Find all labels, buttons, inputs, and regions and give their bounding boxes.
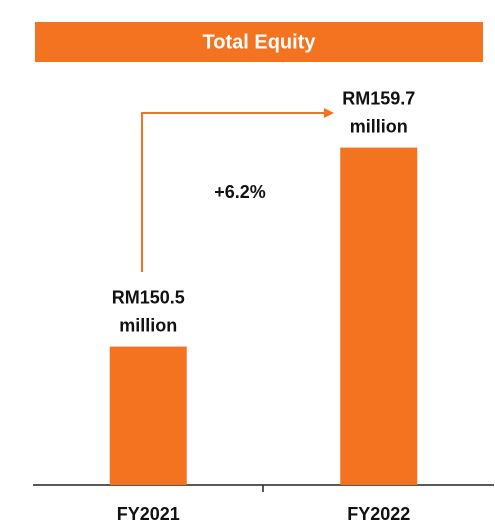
value-label-line: million bbox=[350, 116, 408, 136]
title-banner bbox=[35, 22, 483, 62]
arrow-head bbox=[324, 108, 334, 118]
x-tick-label: FY2022 bbox=[347, 504, 410, 524]
value-label-line: RM159.7 bbox=[342, 88, 415, 108]
value-label-line: million bbox=[119, 315, 177, 335]
value-label: RM159.7 million bbox=[342, 88, 415, 136]
growth-arrow bbox=[141, 112, 326, 272]
bar bbox=[340, 147, 418, 485]
x-tick-label: FY2021 bbox=[117, 504, 180, 524]
growth-annotation: +6.2% bbox=[214, 182, 266, 202]
chart-title: Total Equity bbox=[203, 31, 317, 53]
value-label-line: RM150.5 bbox=[112, 287, 185, 307]
value-label: RM150.5 million bbox=[112, 287, 185, 335]
bar bbox=[109, 346, 187, 485]
